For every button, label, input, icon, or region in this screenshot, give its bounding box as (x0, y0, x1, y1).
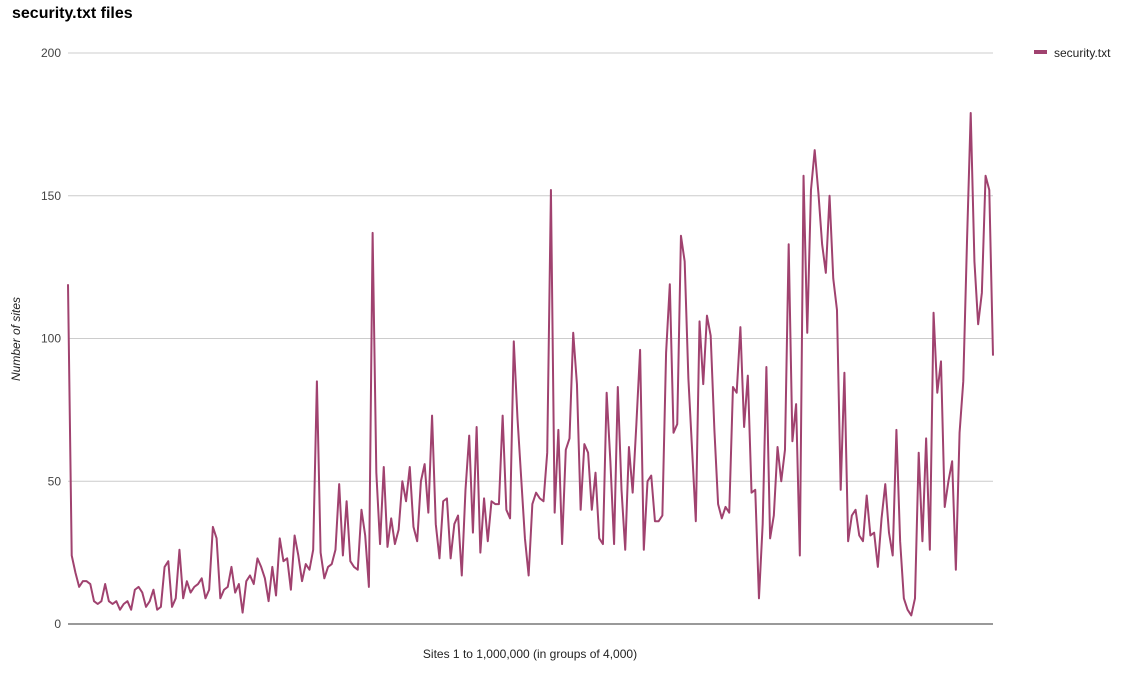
y-tick-label: 50 (48, 474, 62, 488)
gridlines (68, 52, 993, 482)
legend: security.txt (1034, 46, 1111, 60)
y-tick-label: 200 (41, 46, 61, 60)
series-line-security-txt (67, 111, 994, 617)
legend-label: security.txt (1054, 46, 1111, 60)
y-axis-ticks: 0 50 100 150 200 (41, 46, 61, 631)
y-tick-label: 0 (54, 617, 61, 631)
chart-title: security.txt files (12, 5, 133, 22)
legend-swatch (1034, 50, 1047, 54)
y-tick-label: 150 (41, 189, 61, 203)
y-tick-label: 100 (41, 332, 61, 346)
x-axis-title: Sites 1 to 1,000,000 (in groups of 4,000… (423, 647, 637, 661)
y-axis-title: Number of sites (9, 297, 23, 381)
series-layer (67, 111, 994, 617)
